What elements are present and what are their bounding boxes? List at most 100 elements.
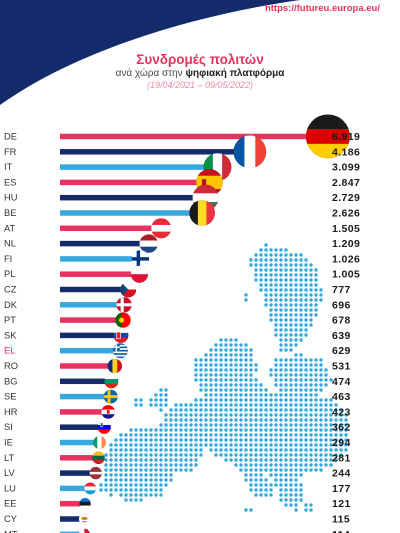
bar-group-be: BE 2.626 bbox=[4, 200, 360, 226]
category-label-hu: HU bbox=[4, 193, 17, 203]
bar-hu bbox=[60, 194, 205, 201]
lt-flag bbox=[92, 451, 105, 465]
category-label-se: SE bbox=[4, 392, 16, 402]
bar-group-lu: LU 177 bbox=[4, 482, 351, 495]
fi-flag bbox=[131, 250, 150, 268]
eu-map bbox=[99, 243, 348, 512]
category-label-de: DE bbox=[4, 132, 17, 142]
bar-mt bbox=[60, 531, 84, 533]
bars: DE 6.919 FR 4.186 IT 3.099 ES 2.847 HU 2.729 BE 2.6… bbox=[4, 114, 360, 533]
category-label-hr: HR bbox=[4, 407, 18, 417]
pl-flag bbox=[130, 265, 149, 283]
pt-flag bbox=[115, 312, 131, 328]
lv-flag bbox=[89, 466, 102, 480]
el-flag bbox=[112, 343, 128, 359]
bar-lu bbox=[60, 485, 90, 492]
fr-flag bbox=[233, 135, 267, 169]
value-label-lv: 244 bbox=[332, 468, 351, 480]
se-flag bbox=[103, 389, 118, 404]
value-label-sk: 639 bbox=[332, 330, 351, 342]
category-label-sk: SK bbox=[4, 330, 17, 340]
bar-group-ee: EE 121 bbox=[4, 498, 351, 510]
category-label-ie: IE bbox=[4, 438, 13, 448]
value-label-fi: 1.026 bbox=[332, 253, 360, 265]
subtitle-bold-text: ψηφιακή πλατφόρμα bbox=[185, 68, 285, 79]
bar-group-nl: NL 1.209 bbox=[4, 234, 360, 253]
bar-group-lt: LT 281 bbox=[4, 451, 351, 465]
bar-ie bbox=[60, 439, 99, 446]
bar-group-es: ES 2.847 bbox=[4, 169, 360, 196]
bar-fr bbox=[60, 149, 249, 155]
source-url[interactable]: https://futureu.europa.eu/ bbox=[264, 3, 380, 14]
category-label-dk: DK bbox=[4, 300, 18, 310]
bar-group-sk: SK 639 bbox=[4, 327, 351, 343]
value-label-it: 3.099 bbox=[332, 162, 360, 174]
category-label-es: ES bbox=[4, 177, 16, 187]
category-label-si: SI bbox=[4, 422, 13, 432]
value-label-lt: 281 bbox=[332, 452, 351, 464]
value-label-es: 2.847 bbox=[332, 177, 360, 189]
sk-flag bbox=[113, 327, 129, 343]
bar-group-hr: HR 423 bbox=[4, 405, 350, 419]
bar-group-cz: CZ 777 bbox=[4, 281, 351, 298]
bar-sk bbox=[60, 332, 121, 339]
value-label-cz: 777 bbox=[332, 284, 351, 296]
ro-flag bbox=[107, 358, 122, 374]
bar-group-se: SE 463 bbox=[4, 389, 351, 404]
bar-el bbox=[60, 347, 120, 354]
category-label-lt: LT bbox=[4, 453, 14, 463]
si-flag bbox=[97, 420, 111, 434]
value-label-de: 6.919 bbox=[332, 131, 360, 143]
value-label-bg: 474 bbox=[332, 376, 351, 388]
bar-de bbox=[60, 133, 318, 140]
bar-fi bbox=[60, 256, 140, 262]
value-label-nl: 1.209 bbox=[332, 238, 360, 250]
bar-hr bbox=[60, 409, 108, 415]
cy-flag bbox=[78, 513, 91, 525]
bar-group-lv: LV 244 bbox=[4, 466, 351, 480]
bar-group-ie: IE 294 bbox=[4, 436, 351, 449]
hr-flag bbox=[101, 405, 116, 419]
category-label-cy: CY bbox=[4, 514, 17, 524]
bar-group-ro: RO 531 bbox=[4, 358, 350, 374]
at-flag bbox=[151, 218, 172, 239]
value-label-se: 463 bbox=[332, 391, 351, 403]
date-range: (19/04/2021 – 09/05/2022) bbox=[146, 80, 254, 90]
nl-flag bbox=[139, 234, 158, 253]
value-label-dk: 696 bbox=[332, 299, 351, 311]
bar-pl bbox=[60, 271, 139, 277]
bar-lt bbox=[60, 455, 98, 461]
value-label-lu: 177 bbox=[332, 483, 351, 495]
category-label-pl: PL bbox=[4, 269, 15, 279]
bar-group-at: AT 1.505 bbox=[4, 218, 360, 239]
category-label-fi: FI bbox=[4, 254, 12, 264]
category-label-lv: LV bbox=[4, 468, 15, 478]
ie-flag bbox=[93, 436, 106, 449]
bar-cz bbox=[60, 286, 128, 293]
bar-si bbox=[60, 424, 104, 430]
bar-at bbox=[60, 225, 161, 232]
category-label-nl: NL bbox=[4, 239, 16, 249]
category-label-be: BE bbox=[4, 208, 16, 218]
chart-title: Συνδρομές πολιτών bbox=[136, 52, 264, 67]
bar-group-dk: DK 696 bbox=[4, 297, 351, 313]
category-label-at: AT bbox=[4, 223, 16, 233]
bar-group-si: SI 362 bbox=[4, 420, 350, 434]
value-label-fr: 4.186 bbox=[332, 146, 360, 158]
mt-flag bbox=[78, 528, 91, 533]
bar-dk bbox=[60, 302, 124, 308]
category-label-ro: RO bbox=[4, 361, 18, 371]
bar-nl bbox=[60, 240, 148, 247]
value-label-be: 2.626 bbox=[332, 208, 360, 220]
bar-cy bbox=[60, 516, 84, 522]
bar-bg bbox=[60, 378, 111, 385]
dk-flag bbox=[116, 297, 132, 313]
cz-flag bbox=[120, 281, 137, 298]
bar-se bbox=[60, 393, 111, 400]
bar-group-bg: BG 474 bbox=[4, 374, 351, 389]
value-label-ie: 294 bbox=[332, 437, 351, 449]
bar-ro bbox=[60, 363, 115, 369]
value-label-ee: 121 bbox=[332, 498, 351, 510]
value-label-cy: 115 bbox=[332, 514, 350, 526]
